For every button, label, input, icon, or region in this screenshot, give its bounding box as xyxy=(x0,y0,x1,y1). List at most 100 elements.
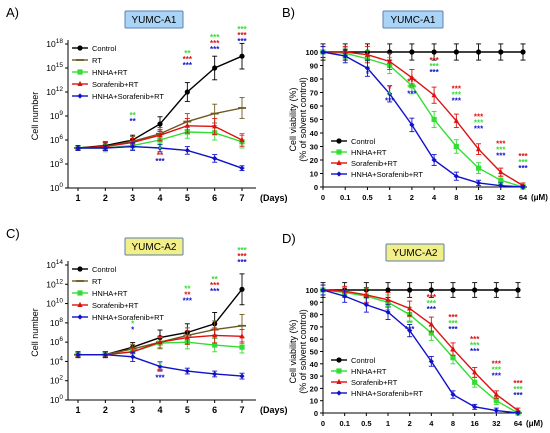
significance-mark: *** xyxy=(237,25,247,34)
legend: Control RT HNHA+RT Sorafenib+RT HNHA+Sorafen… xyxy=(72,44,164,101)
y-tick-label: 90 xyxy=(310,298,318,307)
x-tick-label: 32 xyxy=(492,419,500,428)
cell-line-badge xyxy=(385,243,445,262)
x-tick-label: 3 xyxy=(130,193,135,203)
legend: Control HNHA+RT Sorafenib+RT HNHA+Sorafenib… xyxy=(331,356,423,398)
x-tick-label: 4 xyxy=(157,405,162,415)
data-point xyxy=(239,344,245,350)
legend-entry: Sorafenib+RT xyxy=(92,80,139,89)
legend-swatch-marker xyxy=(77,93,83,99)
significance-mark: *** xyxy=(496,140,506,149)
significance-mark: *** xyxy=(474,119,484,128)
significance-mark: * xyxy=(408,313,412,322)
x-tick-label: 6 xyxy=(212,405,217,415)
legend-entry: RT xyxy=(92,56,102,65)
series-sorafenib_rt xyxy=(320,284,521,414)
legend-entry: Sorafenib+RT xyxy=(351,159,398,168)
data-point xyxy=(498,183,504,189)
series-line xyxy=(322,289,519,414)
y-axis-label: Cell number xyxy=(30,92,40,141)
data-point xyxy=(493,398,499,404)
x-tick-label: 7 xyxy=(239,405,244,415)
data-point xyxy=(130,354,136,360)
data-point xyxy=(102,352,108,358)
data-point xyxy=(363,302,369,308)
data-point xyxy=(475,146,482,152)
data-point xyxy=(428,330,434,336)
y-tick-label: 100 xyxy=(50,182,63,193)
data-point xyxy=(472,369,478,375)
data-point xyxy=(212,65,218,71)
significance-mark: *** xyxy=(518,152,528,161)
significance-mark: * xyxy=(158,145,162,154)
data-point xyxy=(475,180,482,186)
series-hnha_rt xyxy=(320,46,526,190)
legend-entry: HNHA+Sorafenib+RT xyxy=(92,313,164,322)
significance-mark: ** xyxy=(130,111,137,120)
series-line xyxy=(322,51,524,188)
series-line xyxy=(322,289,519,414)
legend-swatch-marker xyxy=(336,159,342,165)
data-point xyxy=(453,117,459,123)
x-tick-label: 7 xyxy=(239,193,244,203)
cell-line-badge-label: YUMC-A2 xyxy=(392,248,437,259)
panel-a: A) YUMC-A1 100 103 106 109 1012 1015 1018 1 2 3 4 5 6 7… xyxy=(6,5,288,203)
y-tick-label: 103 xyxy=(50,158,63,169)
significance-mark: *** xyxy=(429,68,439,77)
data-point xyxy=(493,407,499,414)
significance-mark: *** xyxy=(474,125,484,134)
x-tick-label: 4 xyxy=(157,193,162,203)
data-point xyxy=(409,122,415,128)
y-axis-label: Cell viability (%) xyxy=(288,87,298,151)
data-point xyxy=(102,145,108,151)
y-tick-label: 109 xyxy=(50,110,63,121)
panel-label: A) xyxy=(6,5,19,20)
data-point xyxy=(520,184,526,190)
significance-mark: *** xyxy=(448,313,458,322)
panel-b: B) YUMC-A1 0 10 20 30 40 50 60 70 80 90 100 0 0.1 0.5 1 2… xyxy=(282,5,548,202)
data-point xyxy=(407,287,413,293)
panel-label: B) xyxy=(282,5,295,20)
data-point xyxy=(212,123,218,129)
y-axis-label: Cell number xyxy=(30,308,40,357)
significance-mark: * xyxy=(131,320,135,329)
data-point xyxy=(431,157,437,163)
significance-mark: *** xyxy=(210,39,220,48)
x-tick-label: 16 xyxy=(470,419,478,428)
data-point xyxy=(212,371,218,377)
significance-mark: *** xyxy=(513,391,523,400)
y-tick-label: 106 xyxy=(50,134,63,145)
series-line xyxy=(322,289,519,412)
data-point xyxy=(475,165,482,171)
y-tick-label: 106 xyxy=(50,336,63,347)
data-point xyxy=(184,147,190,154)
legend: Control RT HNHA+RT Sorafenib+RT HNHA+Sorafen… xyxy=(72,265,164,322)
x-tick-label: 8 xyxy=(454,193,458,202)
significance-mark: * xyxy=(366,69,370,78)
data-point xyxy=(239,165,245,171)
legend-swatch-marker xyxy=(77,290,83,296)
data-point xyxy=(498,177,504,183)
data-point xyxy=(239,136,245,142)
y-tick-label: 60 xyxy=(310,102,318,111)
data-point xyxy=(387,58,393,64)
y-tick-label: 100 xyxy=(305,48,318,57)
significance-mark: *** xyxy=(237,31,247,40)
y-tick-label: 70 xyxy=(310,89,318,98)
significance-mark: *** xyxy=(513,379,523,388)
x-axis-label: (Days) xyxy=(260,405,288,415)
series-hnha_sorafenib_rt xyxy=(75,351,245,380)
x-tick-label: 32 xyxy=(497,193,505,202)
data-point xyxy=(407,305,413,311)
legend-entry: HNHA+RT xyxy=(351,367,387,376)
data-point xyxy=(212,332,218,338)
legend-entry: Sorafenib+RT xyxy=(351,378,398,387)
data-point xyxy=(498,49,504,55)
y-tick-label: 1012 xyxy=(46,278,63,289)
data-point xyxy=(157,145,163,151)
series-line xyxy=(323,51,524,187)
x-tick-label: 64 xyxy=(514,419,523,428)
data-point xyxy=(472,379,478,385)
legend-swatch-marker xyxy=(77,80,83,86)
series-control xyxy=(320,282,521,298)
